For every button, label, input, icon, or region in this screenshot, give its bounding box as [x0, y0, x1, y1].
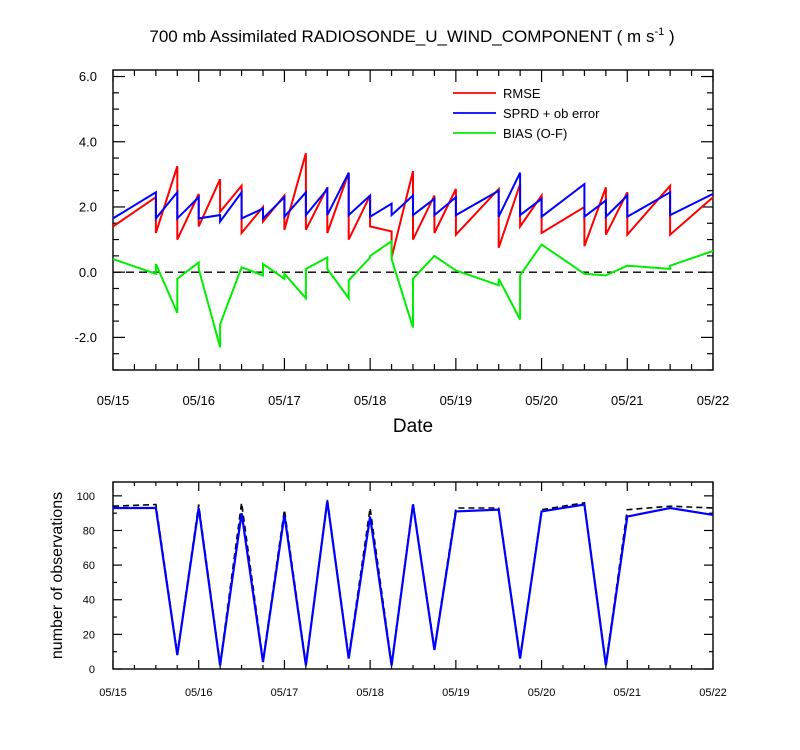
x-tick-label: 05/20: [528, 687, 556, 699]
x-tick-label: 05/15: [97, 393, 130, 408]
series-line-rmse: [112, 152, 714, 258]
x-tick-label: 05/19: [440, 393, 473, 408]
x-tick-label: 05/22: [697, 393, 730, 408]
y-tick-label: -2.0: [75, 330, 97, 345]
x-tick-label: 05/16: [185, 687, 213, 699]
series-line-total-observations: [112, 499, 714, 664]
series-line-bias-o-f: [112, 239, 714, 348]
x-tick-label: 05/22: [699, 687, 727, 699]
legend-label: SPRD + ob error: [503, 106, 600, 121]
x-tick-label: 05/16: [182, 393, 215, 408]
chart-title: 700 mb Assimilated RADIOSONDE_U_WIND_COM…: [149, 26, 674, 46]
x-tick-label: 05/17: [268, 393, 301, 408]
x-tick-label: 05/21: [614, 687, 642, 699]
y-tick-label: 20: [83, 629, 95, 641]
y-tick-label: 40: [83, 595, 95, 607]
x-tick-label: 05/18: [354, 393, 387, 408]
y-tick-label: 6.0: [79, 69, 97, 84]
y-tick-label: 80: [83, 525, 95, 537]
chart-title-text: 700 mb Assimilated RADIOSONDE_U_WIND_COM…: [149, 27, 654, 46]
x-tick-label: 05/18: [356, 687, 384, 699]
y-axis-title: number of observations: [49, 492, 66, 659]
x-tick-label: 05/17: [271, 687, 299, 699]
legend-label: BIAS (O-F): [503, 126, 567, 141]
y-tick-label: 100: [77, 491, 95, 503]
x-tick-label: 05/21: [611, 393, 644, 408]
series-line-assimilated-observations: [113, 500, 714, 666]
x-tick-label: 05/19: [442, 687, 470, 699]
y-tick-label: 2.0: [79, 200, 97, 215]
bottom-chart: 05/15 05/16 05/17 05/18 05/19 05/20 05/21 05/22…: [49, 481, 727, 699]
chart-title-exponent: -1: [654, 26, 664, 38]
top-chart: 05/15 05/16 05/17 05/18 05/19 05/20 05/21 05/22…: [75, 69, 730, 437]
series-line-sprd-ob-error: [112, 172, 714, 225]
y-tick-label: 60: [83, 560, 95, 572]
chart-title-end: ): [664, 27, 674, 46]
x-tick-label: 05/15: [99, 687, 127, 699]
x-tick-label: 05/20: [525, 393, 558, 408]
y-tick-label: 4.0: [79, 134, 97, 149]
y-tick-label: 0.0: [79, 265, 97, 280]
legend-label: RMSE: [503, 86, 541, 101]
y-tick-label: 0: [89, 664, 95, 676]
x-axis-title: Date: [393, 416, 433, 437]
